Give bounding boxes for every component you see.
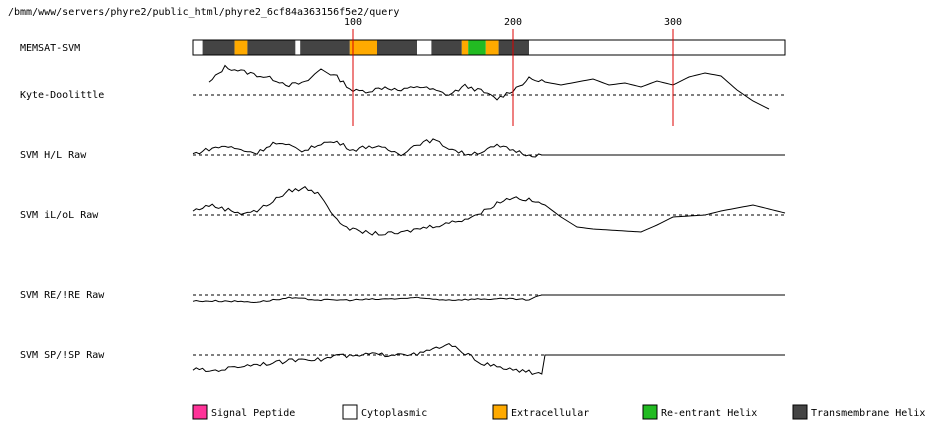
legend: Signal Peptide Cytoplasmic Extracellular Re…: [192, 404, 925, 420]
memsat-segment-cyto: [529, 40, 785, 55]
row-label-svm-sp-sp-raw: SVM SP/!SP Raw: [20, 350, 105, 361]
legend-swatch-cytoplasmic: [342, 404, 358, 420]
memsat-segment-cyto: [193, 40, 203, 55]
memsat-segment-cyto: [295, 40, 301, 55]
legend-item-extracellular: Extracellular: [492, 404, 589, 420]
series-line-svm-sp-sp-raw: [192, 343, 785, 375]
x-axis-ticks: 100 200 300: [344, 17, 682, 28]
x-tick-label: 200: [504, 17, 522, 28]
memsat-track-border: [192, 39, 786, 56]
profile-series: [192, 64, 786, 375]
legend-label-re-entrant-helix: Re-entrant Helix: [661, 408, 757, 419]
memsat-segment-tm: [247, 40, 296, 55]
row-label-svm-h-l-raw: SVM H/L Raw: [20, 150, 87, 161]
series-line-svm-re-re-raw: [192, 294, 785, 304]
row-label-svm-il-ol-raw: SVM iL/oL Raw: [20, 210, 99, 221]
row-label-memsat: MEMSAT-SVM: [20, 43, 80, 54]
legend-item-re-entrant-helix: Re-entrant Helix: [642, 404, 757, 420]
memsat-segment-tm: [498, 40, 529, 55]
row-label-svm-re-re-raw: SVM RE/!RE Raw: [20, 290, 105, 301]
legend-item-cytoplasmic: Cytoplasmic: [342, 404, 427, 420]
path-title: /bmm/www/servers/phyre2/public_html/phyr…: [8, 7, 399, 18]
memsat-segment-extra: [234, 40, 248, 55]
legend-swatch-extracellular: [492, 404, 508, 420]
memsat-segment-extra: [485, 40, 499, 55]
memsat-segment-tm: [300, 40, 350, 55]
legend-label-cytoplasmic: Cytoplasmic: [361, 408, 427, 419]
series-line-kyte-doolittle: [208, 64, 770, 110]
memsat-segment-extra: [461, 40, 469, 55]
position-markers: [352, 29, 674, 126]
row-labels: MEMSAT-SVM Kyte-Doolittle SVM H/L Raw SVM i…: [20, 43, 105, 361]
row-label-kyte-doolittle: Kyte-Doolittle: [20, 90, 104, 101]
series-line-svm-h-l-raw: [192, 138, 785, 158]
memsat-segment-cyto: [417, 40, 432, 55]
memsat-segment-tm: [377, 40, 417, 55]
legend-swatch-transmembrane-helix: [792, 404, 808, 420]
legend-label-extracellular: Extracellular: [511, 408, 589, 419]
legend-item-signal-peptide: Signal Peptide: [192, 404, 295, 420]
memsat-track: [192, 39, 786, 56]
memsat-segment-reentrant: [468, 40, 486, 55]
legend-swatch-signal-peptide: [192, 404, 208, 420]
memsat-segment-tm: [202, 40, 235, 55]
series-line-svm-il-ol-raw: [192, 186, 786, 236]
memsat-segment-tm: [431, 40, 462, 55]
x-tick-label: 100: [344, 17, 362, 28]
memsat-segment-extra: [349, 40, 377, 55]
legend-item-transmembrane-helix: Transmembrane Helix: [792, 404, 925, 420]
legend-label-signal-peptide: Signal Peptide: [211, 408, 295, 419]
x-tick-label: 300: [664, 17, 682, 28]
legend-label-transmembrane-helix: Transmembrane Helix: [811, 408, 925, 419]
legend-swatch-re-entrant-helix: [642, 404, 658, 420]
